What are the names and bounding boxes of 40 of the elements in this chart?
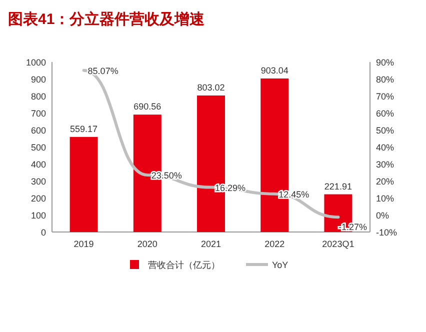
y2-tick-label: 10% bbox=[376, 194, 394, 204]
y2-tick-label: 40% bbox=[376, 142, 394, 152]
data-label: 803.02 bbox=[197, 82, 225, 92]
data-label: 12.45% bbox=[278, 189, 310, 200]
y-tick-label: 700 bbox=[30, 108, 46, 118]
legend-label: YoY bbox=[272, 260, 288, 270]
x-tick-label: 2022 bbox=[264, 239, 285, 249]
y2-tick-label: 80% bbox=[376, 74, 394, 84]
y2-tick-label: 0% bbox=[376, 210, 390, 220]
data-label: 221.91 bbox=[324, 181, 352, 192]
legend-label: 营收合计（亿元） bbox=[148, 260, 220, 270]
y2-tick-label: -10% bbox=[376, 228, 398, 238]
y-tick-label: 300 bbox=[30, 176, 46, 186]
x-tick-label: 2019 bbox=[74, 239, 94, 249]
y2-tick-label: 60% bbox=[376, 108, 394, 118]
y2-tick-label: 20% bbox=[376, 176, 394, 186]
chart-title: 图表41：分立器件营收及增速 bbox=[8, 10, 206, 28]
data-label: 16.29% bbox=[215, 182, 246, 193]
y-tick-label: 900 bbox=[30, 74, 46, 84]
x-tick-label: 2023Q1 bbox=[322, 239, 354, 249]
y-tick-label: 200 bbox=[30, 194, 46, 204]
data-label: 903.04 bbox=[260, 65, 288, 76]
data-label: 690.56 bbox=[134, 102, 162, 112]
data-label: 85.07% bbox=[88, 66, 118, 76]
y-tick-label: 600 bbox=[30, 126, 46, 136]
y-tick-label: 1000 bbox=[26, 58, 46, 68]
y-tick-label: 100 bbox=[30, 210, 46, 220]
y-tick-label: 800 bbox=[30, 92, 46, 102]
y2-tick-label: 30% bbox=[376, 160, 394, 170]
data-label: 23.50% bbox=[151, 170, 182, 181]
data-label: 559.17 bbox=[70, 124, 98, 134]
y2-tick-label: 50% bbox=[376, 126, 394, 136]
y2-tick-label: 90% bbox=[376, 58, 394, 68]
bar bbox=[70, 136, 98, 232]
y-tick-label: 400 bbox=[30, 160, 46, 170]
y-tick-label: 500 bbox=[30, 142, 46, 152]
x-tick-label: 2021 bbox=[200, 239, 222, 249]
y2-tick-label: 70% bbox=[376, 92, 394, 102]
y-tick-label: 0 bbox=[40, 228, 46, 238]
x-tick-label: 2020 bbox=[137, 239, 158, 249]
